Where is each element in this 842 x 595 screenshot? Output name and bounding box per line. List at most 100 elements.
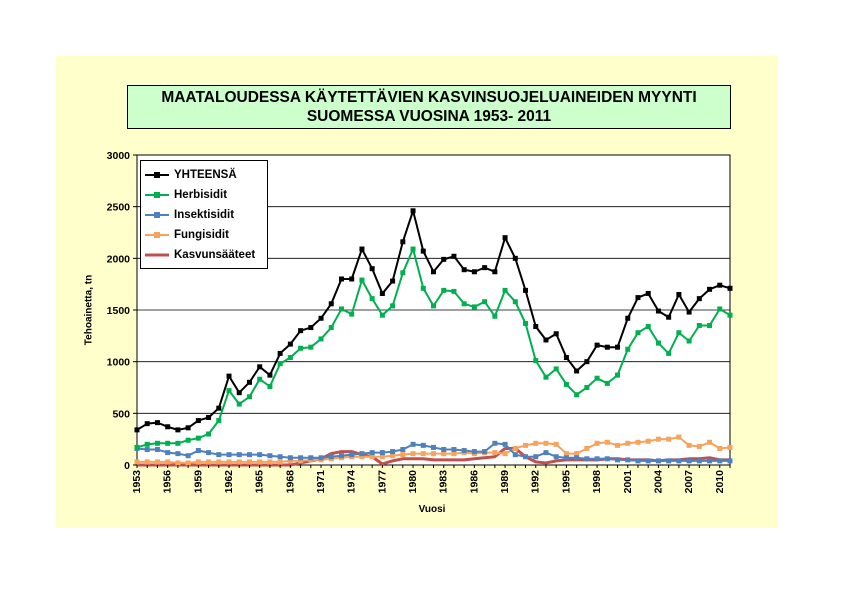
data-point-herbisidit (349, 311, 355, 317)
data-point-insektisidit (533, 454, 539, 460)
data-point-fungisidit (410, 451, 416, 457)
data-point-herbisidit (206, 431, 212, 437)
data-point-insektisidit (502, 441, 508, 447)
x-tick-label: 1980 (407, 470, 419, 494)
data-point-fungisidit (298, 458, 304, 464)
data-point-insektisidit (154, 447, 160, 452)
x-tick-label: 1998 (591, 470, 603, 494)
data-point-herbisidit (594, 375, 600, 381)
data-point-yhteensa (195, 418, 201, 424)
data-point-yhteensa (216, 405, 222, 411)
data-point-herbisidit (574, 392, 580, 398)
data-point-insektisidit (267, 453, 273, 459)
data-point-yhteensa (635, 295, 641, 301)
data-point-insektisidit (287, 455, 293, 461)
data-point-yhteensa (185, 425, 191, 431)
x-axis-ticks: 1953 1956 1959 1962 1965 1968 1971 1974 1977 1980… (131, 465, 731, 494)
data-point-insektisidit (195, 448, 201, 454)
data-point-herbisidit (267, 383, 273, 389)
data-point-herbisidit (471, 304, 477, 310)
data-point-herbisidit (707, 323, 713, 328)
data-point-herbisidit (492, 313, 498, 319)
data-point-yhteensa (431, 269, 436, 275)
data-point-insektisidit (451, 447, 457, 452)
x-tick-label: 1971 (315, 470, 327, 494)
data-point-insektisidit (277, 454, 283, 460)
series-yhteensa (134, 208, 733, 433)
data-point-herbisidit (431, 303, 436, 309)
x-tick-label: 2007 (683, 470, 695, 494)
data-point-herbisidit (533, 358, 539, 364)
data-point-insektisidit (379, 450, 385, 456)
data-point-herbisidit (584, 385, 590, 390)
data-point-insektisidit (441, 447, 447, 452)
legend-item-fungisidit: Fungisidit (141, 225, 267, 245)
data-point-fungisidit (420, 451, 426, 457)
y-axis-ticks: 0 500 1000 1500 2000 2500 3000 (107, 150, 137, 472)
data-point-yhteensa (676, 292, 682, 297)
data-point-yhteensa (369, 266, 375, 272)
data-point-fungisidit (134, 459, 140, 465)
data-point-herbisidit (420, 285, 426, 291)
data-point-herbisidit (195, 435, 201, 441)
legend-item-kasvunsaateet: Kasvunsääteet (141, 245, 267, 265)
data-point-yhteensa (420, 248, 426, 254)
data-point-herbisidit (400, 270, 406, 276)
data-point-fungisidit (400, 452, 406, 458)
legend-item-yhteensa: YHTEENSÄ (141, 165, 267, 185)
data-point-insektisidit (431, 444, 436, 450)
data-point-yhteensa (144, 421, 150, 427)
series-insektisidit (134, 440, 733, 464)
data-point-insektisidit (574, 455, 580, 461)
data-point-fungisidit (451, 451, 457, 457)
data-point-herbisidit (645, 324, 651, 330)
x-tick-label: 1953 (131, 470, 143, 494)
data-point-yhteensa (696, 296, 702, 302)
data-point-yhteensa (390, 278, 396, 284)
data-point-herbisidit (676, 330, 682, 336)
legend-swatch-insektisidit (145, 212, 169, 218)
data-point-herbisidit (604, 380, 610, 386)
data-point-herbisidit (226, 388, 232, 394)
data-point-herbisidit (318, 336, 324, 342)
data-point-fungisidit (543, 440, 549, 446)
x-tick-label: 1995 (560, 470, 572, 494)
data-point-herbisidit (523, 320, 529, 326)
data-point-yhteensa (574, 368, 580, 374)
data-point-yhteensa (492, 269, 498, 275)
data-point-fungisidit (696, 443, 702, 449)
data-point-yhteensa (482, 265, 488, 271)
data-point-yhteensa (502, 235, 508, 241)
data-point-fungisidit (287, 458, 293, 464)
y-tick-label: 2500 (107, 202, 131, 214)
data-point-herbisidit (369, 296, 375, 302)
data-point-insektisidit (707, 458, 713, 464)
data-point-insektisidit (257, 452, 263, 458)
data-point-herbisidit (502, 287, 508, 293)
data-point-herbisidit (441, 287, 447, 293)
data-point-insektisidit (400, 447, 406, 452)
x-tick-label: 2010 (714, 470, 726, 494)
data-point-insektisidit (246, 452, 252, 458)
data-point-herbisidit (482, 299, 488, 305)
data-point-fungisidit (533, 440, 539, 446)
data-point-insektisidit (543, 450, 549, 456)
data-point-yhteensa (471, 269, 477, 275)
data-point-insektisidit (512, 452, 518, 458)
data-point-yhteensa (707, 286, 713, 292)
legend-label-herbisidit: Herbisidit (174, 189, 228, 201)
x-tick-label: 1986 (468, 470, 480, 494)
data-point-herbisidit (338, 306, 344, 312)
data-point-insektisidit (390, 449, 396, 455)
data-point-herbisidit (298, 345, 304, 351)
data-point-fungisidit (727, 444, 733, 450)
legend-label-kasvunsaateet: Kasvunsääteet (174, 249, 256, 261)
data-point-fungisidit (707, 439, 713, 445)
data-point-yhteensa (328, 301, 334, 307)
data-point-herbisidit (236, 401, 242, 407)
data-point-yhteensa (226, 373, 232, 379)
data-point-herbisidit (451, 288, 457, 294)
data-point-fungisidit (390, 453, 396, 459)
y-tick-label: 1500 (107, 305, 131, 317)
